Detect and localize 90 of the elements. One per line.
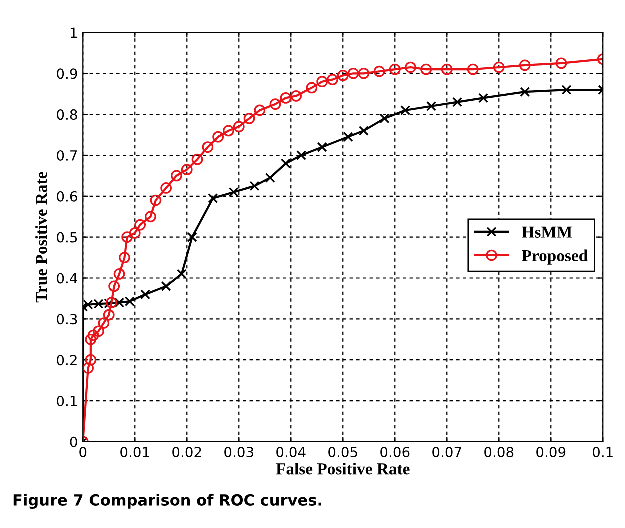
- legend-label: HsMM: [522, 226, 572, 238]
- y-tick-label: 0.4: [57, 273, 78, 284]
- point: [250, 181, 260, 192]
- y-tick-label: 0.7: [57, 150, 78, 161]
- x-tick-label: 0.09: [536, 447, 566, 458]
- point: [129, 228, 141, 239]
- point: [202, 142, 214, 154]
- point: [212, 131, 224, 143]
- y-tick-label: 0.5: [57, 232, 78, 243]
- point: [317, 142, 328, 152]
- point: [176, 269, 187, 280]
- point: [192, 154, 204, 166]
- point: [467, 64, 479, 76]
- point: [441, 64, 453, 76]
- x-tick-label: 0.05: [328, 447, 358, 458]
- point: [98, 318, 110, 329]
- point: [556, 58, 568, 70]
- point: [85, 354, 97, 366]
- y-tick-label: 0.1: [57, 396, 77, 406]
- point: [244, 112, 256, 124]
- x-tick-label: 0.08: [484, 447, 514, 458]
- point: [270, 98, 282, 110]
- point: [358, 126, 369, 136]
- y-tick-label: 0.2: [57, 355, 77, 366]
- y-axis-title: True Positive Rate: [36, 172, 48, 303]
- x-tick-label: 0.07: [432, 447, 462, 458]
- y-tick-label: 0.6: [57, 191, 78, 202]
- point: [389, 64, 401, 76]
- x-tick-label: 0.01: [120, 447, 150, 458]
- caption: Figure 7 Comparison of ROC curves.: [14, 494, 322, 510]
- point: [374, 66, 386, 78]
- y-tick-label: 0.9: [57, 68, 78, 80]
- point: [296, 150, 307, 160]
- point: [280, 158, 291, 169]
- y-tick-label: 0: [70, 436, 78, 448]
- point: [88, 330, 100, 342]
- point: [426, 101, 437, 112]
- point: [134, 219, 146, 231]
- point: [85, 334, 97, 346]
- point: [358, 68, 370, 80]
- point: [161, 281, 172, 292]
- point: [452, 97, 463, 108]
- y-tick-label: 1: [70, 28, 77, 38]
- point: [228, 187, 239, 198]
- x-tick-label: 0.03: [224, 447, 254, 458]
- point: [306, 82, 318, 94]
- x-tick-label: 0: [80, 447, 87, 458]
- point: [160, 182, 172, 194]
- point: [265, 173, 276, 184]
- point: [400, 105, 411, 116]
- legend-label: Proposed: [522, 250, 588, 265]
- point: [380, 114, 390, 124]
- point: [520, 87, 530, 98]
- y-tick-label: 0.8: [57, 110, 78, 120]
- x-tick-label: 0.02: [172, 447, 202, 458]
- point: [337, 70, 349, 82]
- point: [348, 68, 360, 80]
- point: [405, 62, 416, 74]
- point: [420, 64, 432, 76]
- point: [187, 232, 198, 242]
- point: [478, 93, 489, 104]
- point: [83, 362, 94, 374]
- x-tick-label: 0.06: [380, 447, 410, 458]
- point: [122, 232, 134, 244]
- point: [119, 252, 130, 264]
- point: [150, 194, 162, 206]
- point: [280, 92, 292, 104]
- point: [145, 211, 156, 223]
- point: [108, 280, 120, 292]
- point: [519, 60, 531, 72]
- point: [290, 90, 302, 102]
- point: [233, 121, 245, 133]
- x-axis-title: False Positive Rate: [276, 463, 410, 475]
- point: [114, 268, 126, 280]
- x-tick-label: 0.1: [592, 447, 613, 458]
- point: [343, 132, 354, 142]
- point: [208, 193, 218, 204]
- x-tick-label: 0.04: [276, 447, 306, 458]
- point: [316, 76, 328, 88]
- point: [254, 104, 266, 116]
- point: [327, 74, 338, 86]
- point: [181, 164, 193, 176]
- y-tick-label: 0.3: [57, 314, 78, 325]
- point: [223, 125, 234, 137]
- point: [93, 326, 104, 338]
- point: [562, 85, 572, 96]
- point: [140, 290, 151, 300]
- point: [103, 309, 115, 321]
- point: [493, 62, 505, 74]
- point: [171, 170, 182, 182]
